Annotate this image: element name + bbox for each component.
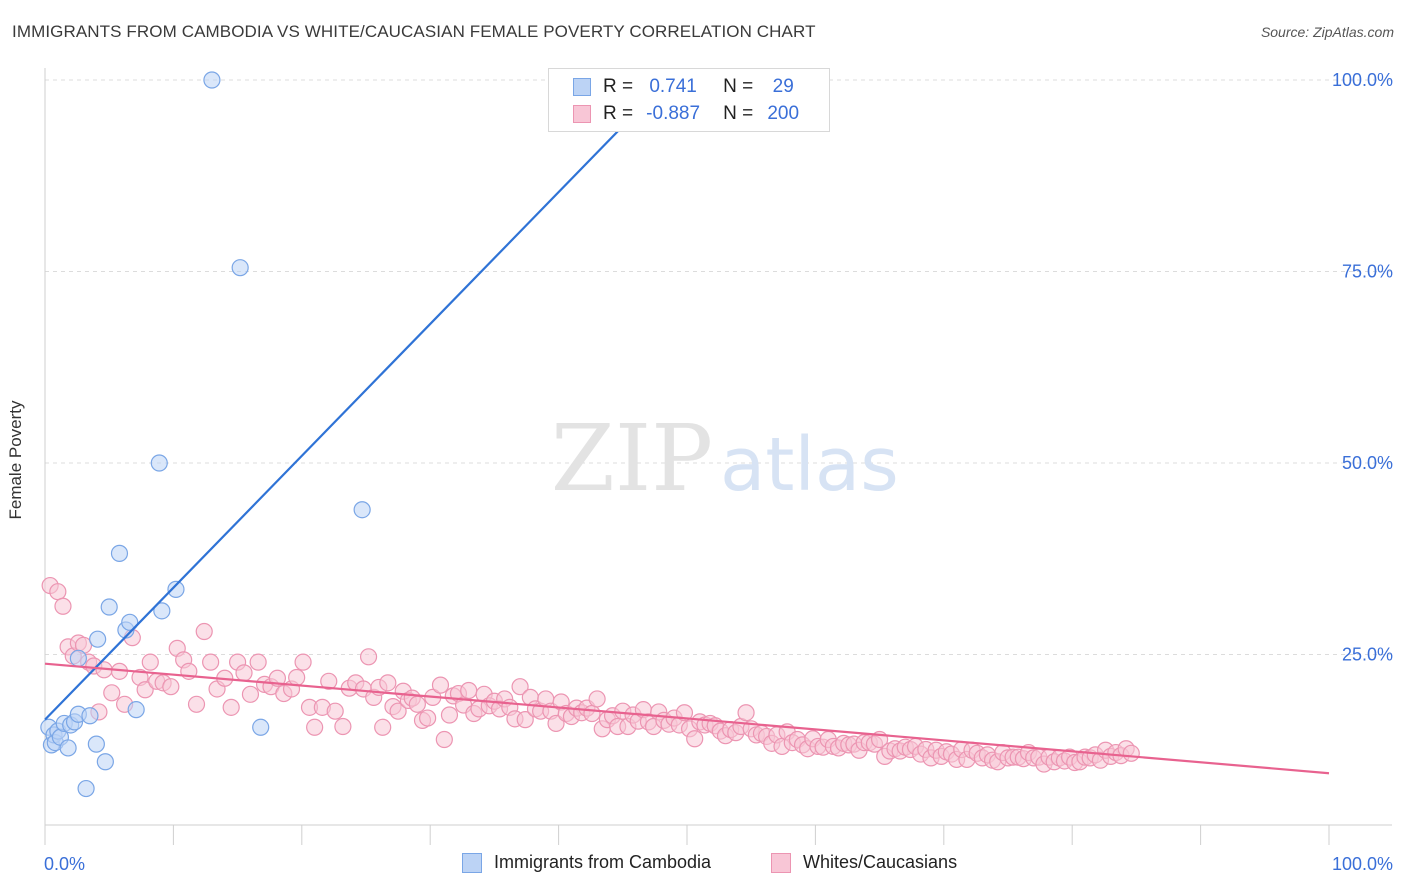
data-point-whites — [49, 583, 67, 601]
chart-title: IMMIGRANTS FROM CAMBODIA VS WHITE/CAUCAS… — [12, 22, 816, 41]
data-point-cambodia — [89, 630, 107, 648]
legend-row-whites: R = -0.887 N = 200 — [573, 102, 813, 126]
data-point-whites — [136, 681, 154, 699]
legend-label-cambodia: Immigrants from Cambodia — [494, 852, 712, 872]
tick-labels: 25.0% 50.0% 75.0% 100.0% 0.0% 100.0% — [44, 70, 1393, 874]
data-point-whites — [583, 704, 601, 723]
data-point-whites — [326, 702, 344, 720]
legend-item-cambodia: Immigrants from Cambodia — [462, 852, 711, 873]
data-point-whites — [379, 674, 397, 692]
trend-line-cambodia — [44, 79, 669, 721]
data-point-whites — [294, 653, 312, 671]
data-point-cambodia — [69, 649, 87, 667]
data-point-cambodia — [353, 501, 371, 519]
legend-n-label: N = — [723, 76, 754, 97]
correlation-legend: R = 0.741 N = 29 R = -0.887 N = 200 — [548, 68, 830, 132]
legend-n-value: 29 — [772, 76, 794, 97]
data-point-whites — [547, 714, 565, 733]
data-point-whites — [460, 681, 478, 700]
data-point-whites — [1122, 744, 1140, 762]
data-point-whites — [187, 695, 206, 713]
watermark: ZIP atlas — [551, 405, 899, 512]
data-point-cambodia — [59, 739, 77, 757]
data-point-whites — [334, 717, 352, 736]
data-point-whites — [440, 706, 459, 724]
data-point-whites — [288, 668, 306, 687]
data-point-whites — [737, 704, 755, 722]
data-point-whites — [235, 664, 253, 682]
legend-r-value: -0.887 — [646, 103, 701, 124]
data-point-cambodia — [110, 544, 129, 562]
legend-row-cambodia: R = 0.741 N = 29 — [573, 75, 813, 99]
legend-item-whites: Whites/Caucasians — [771, 852, 957, 873]
data-point-whites — [435, 730, 453, 749]
y-tick-label: 100.0% — [1332, 70, 1393, 90]
data-point-cambodia — [81, 707, 99, 725]
data-point-cambodia — [252, 718, 270, 736]
series-legend: Immigrants from Cambodia Whites/Caucasia… — [0, 852, 1406, 876]
axes-layer — [44, 68, 1392, 845]
data-point-whites — [675, 704, 694, 722]
watermark-zip: ZIP — [551, 405, 713, 512]
trend-line-whites — [44, 662, 1330, 775]
data-point-whites — [54, 597, 72, 615]
y-tick-label: 50.0% — [1342, 453, 1393, 473]
x-tick-label: 100.0% — [1332, 854, 1393, 874]
data-point-whites — [241, 685, 260, 703]
y-tick-label: 25.0% — [1342, 645, 1393, 665]
data-point-cambodia — [231, 259, 249, 277]
legend-swatch-blue — [573, 78, 591, 96]
data-point-cambodia — [77, 779, 95, 798]
legend-label-whites: Whites/Caucasians — [803, 852, 958, 872]
data-point-whites — [162, 678, 180, 696]
legend-r-label: R = — [603, 76, 634, 97]
grid-layer — [45, 79, 1392, 655]
data-point-cambodia — [121, 613, 139, 631]
data-point-whites — [320, 672, 338, 690]
chart-source: Source: ZipAtlas.com — [1260, 24, 1394, 40]
data-point-whites — [141, 653, 159, 671]
data-point-whites — [419, 709, 437, 727]
data-point-whites — [374, 718, 392, 736]
trend-lines — [44, 79, 1330, 775]
data-point-cambodia — [87, 735, 105, 753]
legend-r-label: R = — [603, 103, 634, 124]
legend-swatch-whites — [771, 852, 791, 873]
data-point-cambodia — [203, 71, 221, 89]
data-point-cambodia — [100, 598, 118, 616]
data-point-whites — [195, 622, 213, 641]
data-point-whites — [511, 678, 529, 696]
data-point-whites — [686, 730, 704, 748]
data-point-whites — [103, 684, 121, 702]
legend-n-label: N = — [723, 103, 754, 124]
data-point-whites — [516, 711, 534, 729]
data-point-whites — [249, 653, 267, 671]
data-point-cambodia — [96, 753, 114, 771]
data-point-whites — [408, 695, 426, 713]
x-tick-label: 0.0% — [44, 854, 85, 874]
data-point-whites — [359, 648, 378, 666]
watermark-atlas: atlas — [720, 422, 899, 508]
data-point-cambodia — [153, 602, 171, 620]
legend-swatch-pink — [573, 105, 591, 123]
data-point-cambodia — [167, 580, 185, 598]
data-point-whites — [202, 653, 220, 671]
data-point-cambodia — [150, 454, 168, 472]
data-point-whites — [431, 676, 450, 694]
legend-n-value: 200 — [767, 103, 800, 124]
y-tick-label: 75.0% — [1342, 262, 1393, 282]
data-point-whites — [389, 702, 407, 720]
data-point-whites — [588, 690, 606, 708]
data-point-whites — [306, 718, 324, 736]
data-point-cambodia — [127, 701, 145, 719]
legend-swatch-cambodia — [462, 852, 482, 873]
legend-r-value: 0.741 — [649, 76, 697, 97]
data-point-whites — [222, 698, 240, 716]
